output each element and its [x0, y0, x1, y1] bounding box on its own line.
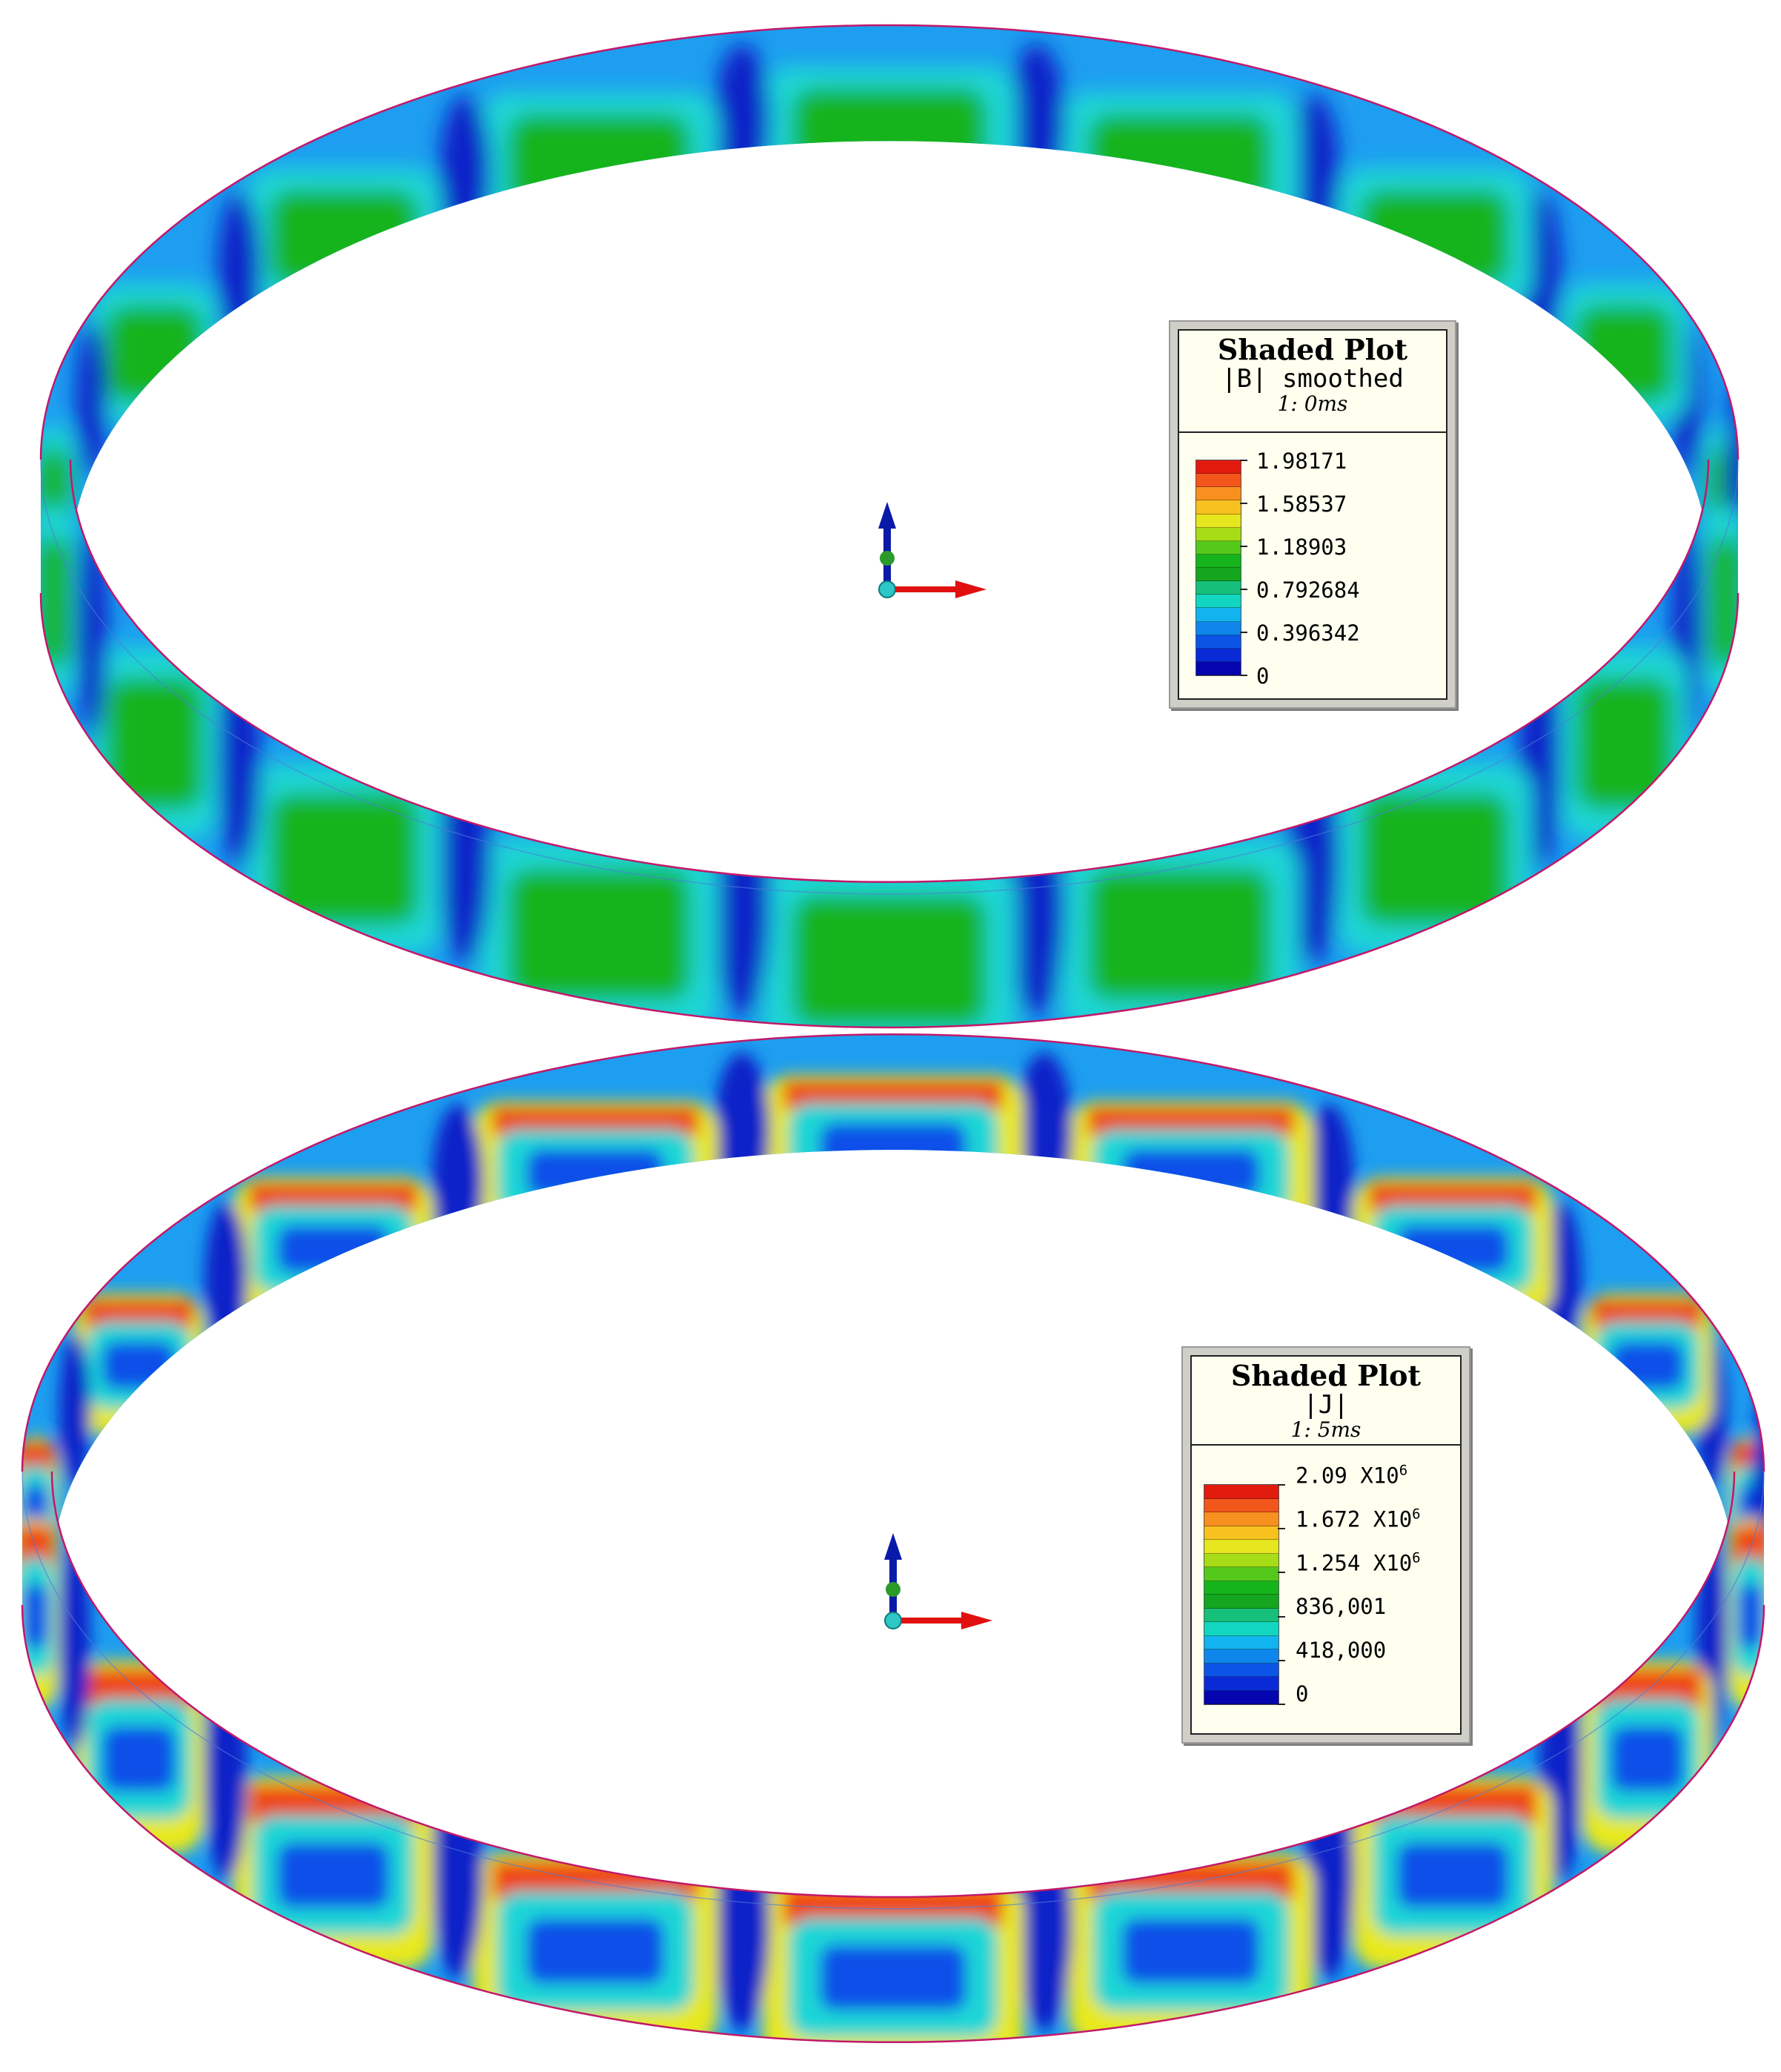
legend-magnetic-flux: Shaded Plot |B| smoothed 1: 0ms 1.98171 …	[1169, 320, 1456, 709]
legend-colorbar	[1204, 1484, 1279, 1705]
legend-level-3: 1.254 X106	[1296, 1549, 1421, 1576]
legend-level-max: 2.09 X106	[1296, 1462, 1408, 1489]
axis-triad-icon	[878, 502, 986, 598]
legend-tick	[1278, 1659, 1285, 1661]
legend-tick	[1278, 1615, 1285, 1618]
legend-level-min: 0	[1256, 663, 1270, 689]
legend-step: 1: 0ms	[1277, 391, 1348, 416]
axis-triad-icon	[884, 1533, 992, 1629]
legend-colorbar	[1195, 460, 1241, 676]
legend-tick	[1278, 1704, 1285, 1705]
legend-level-min: 0	[1296, 1681, 1309, 1707]
legend-tick	[1278, 1484, 1285, 1486]
legend-level-4: 1.672 X106	[1296, 1506, 1421, 1532]
legend-tick	[1278, 1528, 1285, 1530]
legend-tick	[1240, 503, 1247, 504]
legend-tick	[1278, 1572, 1285, 1574]
legend-level-max: 1.98171	[1256, 449, 1347, 474]
legend-title: Shaded Plot	[1217, 333, 1408, 366]
legend-tick	[1240, 675, 1247, 676]
legend-tick	[1240, 546, 1247, 547]
legend-title: Shaded Plot	[1230, 1359, 1422, 1392]
legend-tick	[1240, 460, 1247, 461]
legend-quantity: |J|	[1303, 1390, 1349, 1420]
legend-level-2: 836,001	[1296, 1594, 1387, 1619]
legend-level-1: 0.396342	[1256, 620, 1360, 646]
legend-level-4: 1.58537	[1256, 491, 1347, 517]
legend-step: 1: 5ms	[1290, 1417, 1362, 1442]
legend-tick	[1240, 632, 1247, 633]
legend-level-3: 1.18903	[1256, 534, 1347, 560]
legend-level-2: 0.792684	[1256, 577, 1360, 603]
legend-level-1: 418,000	[1296, 1638, 1387, 1663]
legend-quantity: |B| smoothed	[1221, 364, 1404, 394]
legend-tick	[1240, 589, 1247, 590]
legend-current-density: Shaded Plot |J| 1: 5ms 2.09 X106 1.672 X…	[1181, 1346, 1470, 1744]
